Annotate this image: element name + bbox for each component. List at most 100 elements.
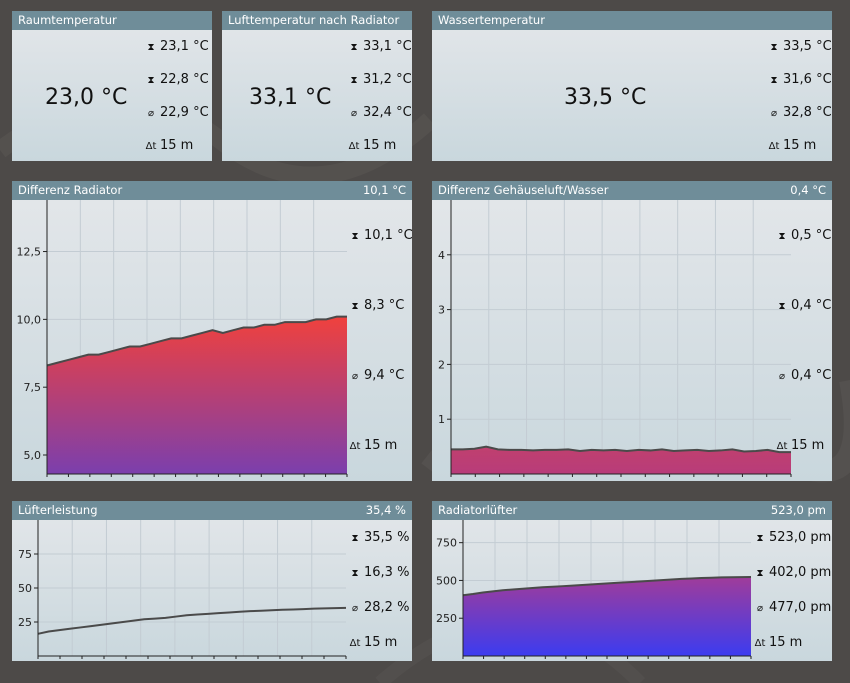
min-value: 31,2 °C	[363, 72, 412, 87]
max-icon: ⧗	[350, 42, 358, 53]
max-value: 33,1 °C	[363, 39, 412, 54]
min-value: 31,6 °C	[783, 72, 832, 87]
max-icon: ⧗	[770, 42, 778, 53]
series-area	[463, 576, 751, 656]
panel-title: Lüfterleistung	[18, 503, 98, 517]
panel-header: Radiatorlüfter 523,0 pm	[432, 501, 832, 520]
dt-stat: Δt 15 m	[349, 635, 398, 650]
max-stat: ⧗ 35,5 %	[349, 530, 409, 545]
dt-value: 15 m	[364, 635, 398, 650]
series-line	[451, 445, 791, 454]
chart-luefterleistung: 25 50 75	[18, 520, 347, 659]
panel-title: Radiatorlüfter	[438, 503, 518, 517]
y-tick-label: 10,0	[17, 313, 42, 326]
y-tick-label: 25	[18, 616, 32, 629]
min-icon: ⧗	[770, 75, 778, 86]
avg-icon: ⌀	[351, 371, 359, 382]
series-area	[47, 316, 347, 474]
avg-stat: ⌀ 32,8 °C	[768, 105, 832, 120]
avg-value: 477,0 pm	[769, 600, 832, 615]
max-value: 523,0 pm	[769, 530, 832, 545]
y-tick-label: 5,0	[24, 449, 42, 462]
max-value: 23,1 °C	[160, 39, 209, 54]
current-value: 23,0 °C	[45, 85, 128, 110]
y-tick-label: 4	[438, 249, 445, 262]
avg-value: 9,4 °C	[364, 368, 405, 383]
avg-value: 32,8 °C	[783, 105, 832, 120]
series-line	[46, 315, 347, 367]
max-stat: ⧗ 523,0 pm	[754, 530, 831, 545]
current-value: 33,5 °C	[564, 85, 647, 110]
avg-stat: ⌀ 9,4 °C	[349, 368, 404, 383]
delta-t-icon: Δt	[349, 638, 361, 649]
min-stat: ⧗ 31,2 °C	[348, 72, 412, 87]
max-value: 10,1 °C	[364, 228, 413, 243]
delta-t-icon: Δt	[349, 441, 361, 452]
dt-value: 15 m	[791, 438, 825, 453]
max-icon: ⧗	[351, 533, 359, 544]
panel-wassertemperatur: Wassertemperatur 33,5 °C ⧗ 33,5 °C ⧗ 31,6 …	[432, 11, 832, 161]
avg-stat: ⌀ 28,2 %	[349, 600, 409, 615]
avg-stat: ⌀ 0,4 °C	[776, 368, 831, 383]
avg-value: 0,4 °C	[791, 368, 832, 383]
y-tick-label: 75	[18, 548, 32, 561]
panel-header: Differenz Radiator 10,1 °C	[12, 181, 412, 200]
delta-t-icon: Δt	[348, 141, 360, 152]
min-icon: ⧗	[351, 301, 359, 312]
max-value: 35,5 %	[364, 530, 410, 545]
delta-t-icon: Δt	[776, 441, 788, 452]
max-icon: ⧗	[756, 533, 764, 544]
panel-lufttemperatur: Lufttemperatur nach Radiator 33,1 °C ⧗ 33…	[222, 11, 412, 161]
avg-stat: ⌀ 22,9 °C	[145, 105, 209, 120]
panel-title: Differenz Gehäuseluft/Wasser	[438, 183, 609, 197]
dt-value: 15 m	[364, 438, 398, 453]
dt-stat: Δt 15 m	[754, 635, 803, 650]
delta-t-icon: Δt	[145, 141, 157, 152]
avg-icon: ⌀	[351, 603, 359, 614]
min-value: 8,3 °C	[364, 298, 405, 313]
panel-radiatorluefter: Radiatorlüfter 523,0 pm 250 500 750 ⧗ 523,0 …	[432, 501, 832, 661]
min-value: 0,4 °C	[791, 298, 832, 313]
header-current-value: 35,4 %	[365, 503, 406, 517]
y-tick-label: 500	[436, 574, 457, 587]
y-tick-label: 250	[436, 612, 457, 625]
panel-raumtemperatur: Raumtemperatur 23,0 °C ⧗ 23,1 °C ⧗ 22,8 °C…	[12, 11, 212, 161]
avg-icon: ⌀	[778, 371, 786, 382]
min-stat: ⧗ 31,6 °C	[768, 72, 832, 87]
avg-icon: ⌀	[756, 603, 764, 614]
chart-differenz-gehaeuseluft-wasser: 1 2 3 4	[438, 200, 792, 477]
avg-value: 22,9 °C	[160, 105, 209, 120]
delta-t-icon: Δt	[768, 141, 780, 152]
dt-stat: Δt 15 m	[145, 138, 194, 153]
min-icon: ⧗	[350, 75, 358, 86]
max-stat: ⧗ 0,5 °C	[776, 228, 831, 243]
min-stat: ⧗ 0,4 °C	[776, 298, 831, 313]
series-line	[37, 606, 347, 635]
dt-stat: Δt 15 m	[768, 138, 817, 153]
dt-value: 15 m	[160, 138, 194, 153]
dt-value: 15 m	[769, 635, 803, 650]
y-tick-label: 3	[438, 304, 445, 317]
avg-icon: ⌀	[770, 108, 778, 119]
panel-title: Raumtemperatur	[12, 11, 212, 30]
panel-differenz-radiator: Differenz Radiator 10,1 °C 5,0 7,5 10,0 12,5…	[12, 181, 413, 481]
chart-radiatorluefter: 250 500 750	[436, 520, 752, 659]
y-tick-label: 750	[436, 537, 457, 550]
max-icon: ⧗	[351, 231, 359, 242]
panel-title: Wassertemperatur	[432, 11, 832, 30]
min-value: 402,0 pm	[769, 565, 832, 580]
y-tick-label: 50	[18, 582, 32, 595]
avg-value: 28,2 %	[364, 600, 410, 615]
min-value: 16,3 %	[364, 565, 410, 580]
panel-header: Differenz Gehäuseluft/Wasser 0,4 °C	[432, 181, 832, 200]
avg-value: 32,4 °C	[363, 105, 412, 120]
min-stat: ⧗ 402,0 pm	[754, 565, 831, 580]
max-stat: ⧗ 10,1 °C	[349, 228, 413, 243]
avg-icon: ⌀	[350, 108, 358, 119]
max-value: 33,5 °C	[783, 39, 832, 54]
y-tick-label: 7,5	[24, 381, 42, 394]
avg-stat: ⌀ 32,4 °C	[348, 105, 412, 120]
min-icon: ⧗	[147, 75, 155, 86]
min-stat: ⧗ 16,3 %	[349, 565, 409, 580]
